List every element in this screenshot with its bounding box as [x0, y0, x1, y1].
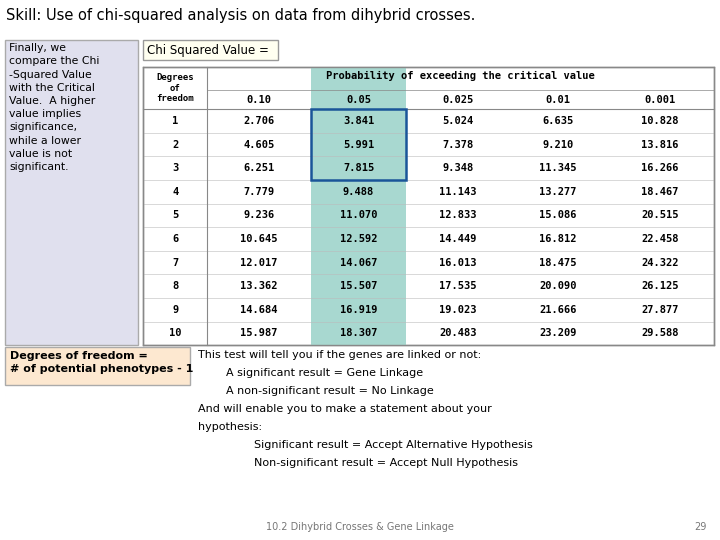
Text: 20.090: 20.090 [539, 281, 577, 291]
Text: 16.266: 16.266 [642, 163, 679, 173]
Text: 13.816: 13.816 [642, 139, 679, 150]
Text: 1: 1 [172, 116, 179, 126]
Bar [5, 347, 190, 385]
Text: Chi Squared Value =: Chi Squared Value = [147, 44, 269, 57]
Text: 9.236: 9.236 [243, 211, 275, 220]
Text: 11.070: 11.070 [340, 211, 377, 220]
Text: 24.322: 24.322 [642, 258, 679, 267]
Text: 10.2 Dihybrid Crosses & Gene Linkage: 10.2 Dihybrid Crosses & Gene Linkage [266, 522, 454, 532]
Text: 9.488: 9.488 [343, 187, 374, 197]
Text: 3: 3 [172, 163, 179, 173]
Text: 20.515: 20.515 [642, 211, 679, 220]
Text: 18.307: 18.307 [340, 328, 377, 338]
Text: 19.023: 19.023 [439, 305, 477, 315]
Text: Degrees of freedom =
# of potential phenotypes - 1: Degrees of freedom = # of potential phen… [10, 351, 194, 374]
Text: 15.086: 15.086 [539, 211, 577, 220]
Text: 13.362: 13.362 [240, 281, 278, 291]
Text: 11.345: 11.345 [539, 163, 577, 173]
Text: 29: 29 [694, 522, 706, 532]
Bar [143, 40, 278, 60]
Text: 6.635: 6.635 [542, 116, 574, 126]
Text: 9.348: 9.348 [442, 163, 474, 173]
Text: 2.706: 2.706 [243, 116, 275, 126]
Text: 5.991: 5.991 [343, 139, 374, 150]
Text: A non-significant result = No Linkage: A non-significant result = No Linkage [198, 386, 433, 396]
Text: 27.877: 27.877 [642, 305, 679, 315]
Text: 21.666: 21.666 [539, 305, 577, 315]
Text: 29.588: 29.588 [642, 328, 679, 338]
Text: 12.833: 12.833 [439, 211, 477, 220]
Bar [5, 40, 138, 345]
Bar [311, 109, 406, 180]
Text: 14.067: 14.067 [340, 258, 377, 267]
Text: 16.919: 16.919 [340, 305, 377, 315]
Text: 4: 4 [172, 187, 179, 197]
Text: 23.209: 23.209 [539, 328, 577, 338]
Text: 15.987: 15.987 [240, 328, 278, 338]
Text: And will enable you to make a statement about your: And will enable you to make a statement … [198, 404, 492, 414]
Text: 9.210: 9.210 [542, 139, 574, 150]
Text: 16.812: 16.812 [539, 234, 577, 244]
Text: 0.025: 0.025 [442, 94, 474, 105]
Text: 0.001: 0.001 [644, 94, 676, 105]
Text: 15.507: 15.507 [340, 281, 377, 291]
Text: 8: 8 [172, 281, 179, 291]
Text: 11.143: 11.143 [439, 187, 477, 197]
Text: This test will tell you if the genes are linked or not:: This test will tell you if the genes are… [198, 350, 481, 360]
Text: 13.277: 13.277 [539, 187, 577, 197]
Text: 7.779: 7.779 [243, 187, 275, 197]
Text: 14.449: 14.449 [439, 234, 477, 244]
Text: Skill: Use of chi-squared analysis on data from dihybrid crosses.: Skill: Use of chi-squared analysis on da… [6, 8, 475, 23]
Text: 18.475: 18.475 [539, 258, 577, 267]
Text: 20.483: 20.483 [439, 328, 477, 338]
Text: 5: 5 [172, 211, 179, 220]
Text: 7.815: 7.815 [343, 163, 374, 173]
Text: 7: 7 [172, 258, 179, 267]
Text: 5.024: 5.024 [442, 116, 474, 126]
Text: 26.125: 26.125 [642, 281, 679, 291]
Text: 0.10: 0.10 [246, 94, 271, 105]
Text: A significant result = Gene Linkage: A significant result = Gene Linkage [198, 368, 423, 378]
Bar [311, 67, 406, 345]
Text: 0.01: 0.01 [546, 94, 570, 105]
Text: 7.378: 7.378 [442, 139, 474, 150]
Bar [143, 67, 714, 345]
Text: 6: 6 [172, 234, 179, 244]
Text: 12.592: 12.592 [340, 234, 377, 244]
Text: 14.684: 14.684 [240, 305, 278, 315]
Text: 2: 2 [172, 139, 179, 150]
Text: 12.017: 12.017 [240, 258, 278, 267]
Text: Significant result = Accept Alternative Hypothesis: Significant result = Accept Alternative … [198, 440, 533, 450]
Text: 3.841: 3.841 [343, 116, 374, 126]
Text: Finally, we
compare the Chi
-Squared Value
with the Critical
Value.  A higher
va: Finally, we compare the Chi -Squared Val… [9, 43, 99, 172]
Text: 10.828: 10.828 [642, 116, 679, 126]
Text: 10.645: 10.645 [240, 234, 278, 244]
Text: 9: 9 [172, 305, 179, 315]
Text: Degrees
of
freedom: Degrees of freedom [156, 73, 194, 103]
Text: 17.535: 17.535 [439, 281, 477, 291]
Text: 0.05: 0.05 [346, 94, 371, 105]
Text: 22.458: 22.458 [642, 234, 679, 244]
Text: 18.467: 18.467 [642, 187, 679, 197]
Text: 4.605: 4.605 [243, 139, 275, 150]
Text: hypothesis:: hypothesis: [198, 422, 262, 432]
Text: 16.013: 16.013 [439, 258, 477, 267]
Text: Non-significant result = Accept Null Hypothesis: Non-significant result = Accept Null Hyp… [198, 458, 518, 468]
Text: 6.251: 6.251 [243, 163, 275, 173]
Text: Probability of exceeding the critical value: Probability of exceeding the critical va… [326, 71, 595, 82]
Text: 10: 10 [169, 328, 181, 338]
